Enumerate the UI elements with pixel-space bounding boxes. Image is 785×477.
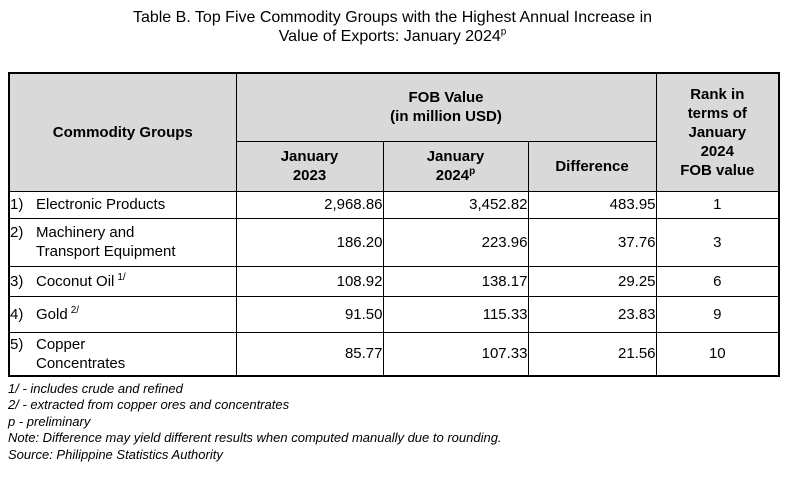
row-number: 5) <box>10 335 24 353</box>
table-title-line1: Table B. Top Five Commodity Groups with … <box>132 9 653 26</box>
commodity-name-cell: 2) Machinery and Transport Equipment <box>8 217 237 267</box>
row-number: 2) <box>10 224 24 241</box>
january-2024-value: 107.33 <box>382 331 529 377</box>
rank-value: 6 <box>655 265 780 297</box>
col-header-rank: Rank in terms of January 2024 FOB value <box>655 72 780 192</box>
january-2024-value: 115.33 <box>382 295 529 333</box>
rank-value: 1 <box>655 190 780 219</box>
commodity-name: Machinery and Transport Equipment <box>36 224 176 260</box>
january-2024-value: 138.17 <box>382 265 529 297</box>
january-2023-value: 85.77 <box>235 331 384 377</box>
rank-value: 9 <box>655 295 780 333</box>
footnote-source: Source: Philippine Statistics Authority <box>8 446 223 462</box>
difference-value: 29.25 <box>527 265 657 297</box>
commodity-exports-table: Commodity Groups FOB Value (in million U… <box>8 72 781 377</box>
table-row-electronic-products: 1) Electronic Products 2,968.86 3,452.82 … <box>8 190 780 219</box>
header-row-1: Commodity Groups FOB Value (in million U… <box>8 72 780 192</box>
commodity-name: Copper Concentrates <box>36 335 126 372</box>
commodity-name-cell: 1) Electronic Products <box>8 190 237 219</box>
footnote-note: Note: Difference may yield different res… <box>8 430 502 446</box>
title-preliminary-superscript: p <box>500 26 507 38</box>
difference-value: 483.95 <box>527 190 657 219</box>
january-2024-value: 223.96 <box>382 217 529 267</box>
january-2023-value: 91.50 <box>235 295 384 333</box>
footnote-marker: 1/ <box>117 271 126 283</box>
commodity-name: Gold 2/ <box>36 304 80 323</box>
footnote-marker: 2/ <box>70 304 80 316</box>
table-title: Table B. Top Five Commodity Groups with … <box>0 0 785 46</box>
table-row-copper-concentrates: 5) Copper Concentrates 85.77 107.33 21.56… <box>8 331 780 377</box>
difference-value: 23.83 <box>527 295 657 333</box>
january-2023-value: 186.20 <box>235 217 384 267</box>
table-title-line2: Value of Exports: January 2024p <box>278 26 507 45</box>
difference-value: 37.76 <box>527 217 657 267</box>
difference-value: 21.56 <box>527 331 657 377</box>
january-2024-value: 3,452.82 <box>382 190 529 219</box>
row-number: 3) <box>10 272 24 290</box>
january-2024-preliminary-superscript: p <box>469 166 476 177</box>
commodity-name-cell: 5) Copper Concentrates <box>8 331 237 377</box>
january-2023-value: 108.92 <box>235 265 384 297</box>
header-row-2: January 2023 January 2024p Difference <box>9 140 779 192</box>
col-header-january-2024: January 2024p <box>382 140 529 192</box>
table-row-machinery-transport: 2) Machinery and Transport Equipment 186.… <box>8 217 780 267</box>
footnotes: 1/ - includes crude and refined 2/ - ext… <box>8 381 785 463</box>
footnote-2: 2/ - extracted from copper ores and conc… <box>8 397 290 413</box>
col-header-fob-value: FOB Value (in million USD) <box>235 72 657 142</box>
commodity-name-cell: 4) Gold 2/ <box>8 295 237 333</box>
col-header-january-2023: January 2023 <box>235 140 384 192</box>
col-header-commodity-groups: Commodity Groups <box>8 72 237 192</box>
commodity-name: Coconut Oil 1/ <box>36 271 126 290</box>
rank-value: 3 <box>655 217 780 267</box>
row-number: 4) <box>10 305 24 323</box>
january-2023-value: 2,968.86 <box>235 190 384 219</box>
table-row-gold: 4) Gold 2/ 91.50 115.33 23.83 9 <box>8 295 780 333</box>
commodity-name: Electronic Products <box>36 196 166 213</box>
rank-value: 10 <box>655 331 780 377</box>
footnote-1: 1/ - includes crude and refined <box>8 381 183 396</box>
table-row-coconut-oil: 3) Coconut Oil 1/ 108.92 138.17 29.25 6 <box>8 265 780 297</box>
footnote-preliminary: p - preliminary <box>8 413 91 429</box>
row-number: 1) <box>10 196 24 213</box>
col-header-difference: Difference <box>527 140 657 192</box>
commodity-name-cell: 3) Coconut Oil 1/ <box>8 265 237 297</box>
